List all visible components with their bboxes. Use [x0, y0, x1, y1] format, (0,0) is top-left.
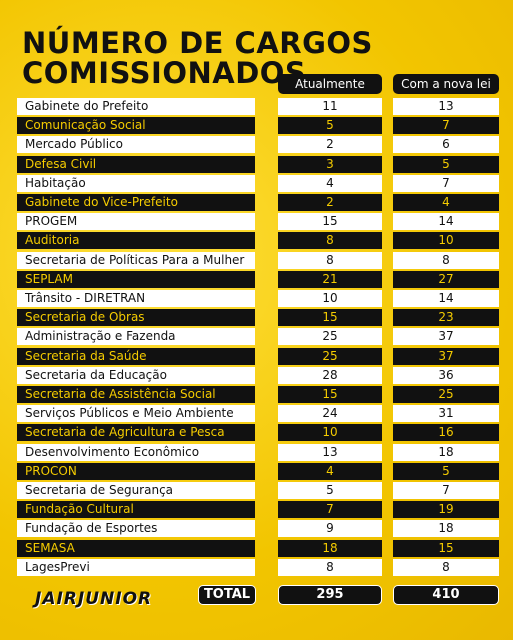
value-cell: 25 — [278, 347, 382, 365]
value-cell: 28 — [278, 366, 382, 384]
value-cell: 25 — [393, 386, 499, 403]
name-cell: PROCON — [17, 462, 255, 480]
name-cell: SEPLAM — [17, 270, 255, 288]
value-cell: 31 — [393, 405, 499, 423]
value-cell: 15 — [278, 386, 382, 403]
value-cell: 36 — [393, 366, 499, 384]
value-cell: 16 — [393, 424, 499, 442]
name-cell: Fundação de Esportes — [17, 520, 255, 538]
value-cell: 6 — [393, 136, 499, 154]
total-value: 410 — [393, 585, 499, 605]
total-label: TOTAL — [198, 585, 256, 605]
name-cell: PROGEM — [17, 213, 255, 231]
value-cell: 15 — [393, 539, 499, 557]
name-cell: Gabinete do Prefeito — [17, 98, 255, 115]
name-cell: Mercado Público — [17, 136, 255, 154]
value-cell: 4 — [278, 462, 382, 480]
logo: JAIRJUNIOR — [35, 589, 153, 609]
value-cell: 14 — [393, 290, 499, 307]
name-cell: Secretaria de Políticas Para a Mulher — [17, 251, 255, 269]
value-cell: 3 — [278, 155, 382, 173]
name-cell: Secretaria de Assistência Social — [17, 386, 255, 403]
value-cell: 13 — [393, 98, 499, 115]
value-cell: 18 — [393, 443, 499, 461]
value-cell: 8 — [278, 558, 382, 576]
name-cell: LagesPrevi — [17, 558, 255, 576]
name-cell: Trânsito - DIRETRAN — [17, 290, 255, 307]
name-cell: Comunicação Social — [17, 117, 255, 135]
value-cell: 27 — [393, 270, 499, 288]
value-cell: 15 — [278, 213, 382, 231]
value-cell: 5 — [393, 155, 499, 173]
value-cell: 18 — [278, 539, 382, 557]
value-cell: 2 — [278, 136, 382, 154]
value-cell: 5 — [278, 117, 382, 135]
value-cell: 7 — [393, 117, 499, 135]
name-cell: Secretaria de Agricultura e Pesca — [17, 424, 255, 442]
value-cell: 8 — [278, 232, 382, 250]
value-cell: 15 — [278, 309, 382, 327]
value-cell: 14 — [393, 213, 499, 231]
value-cell: 37 — [393, 347, 499, 365]
name-cell: Administração e Fazenda — [17, 328, 255, 346]
name-cell: Auditoria — [17, 232, 255, 250]
total-value: 295 — [278, 585, 382, 605]
value-cell: 13 — [278, 443, 382, 461]
name-cell: Desenvolvimento Econômico — [17, 443, 255, 461]
value-cell: 9 — [278, 520, 382, 538]
title-line: COMISSIONADOS — [22, 56, 307, 90]
title-line: NÚMERO DE CARGOS — [22, 26, 373, 60]
value-cell: 2 — [278, 194, 382, 211]
value-cell: 24 — [278, 405, 382, 423]
value-cell: 5 — [393, 462, 499, 480]
name-cell: Habitação — [17, 174, 255, 192]
value-cell: 21 — [278, 270, 382, 288]
value-cell: 8 — [393, 558, 499, 576]
value-cell: 11 — [278, 98, 382, 115]
value-cell: 8 — [393, 251, 499, 269]
value-cell: 5 — [278, 482, 382, 499]
name-cell: Secretaria da Saúde — [17, 347, 255, 365]
column-header: Com a nova lei — [393, 74, 499, 94]
value-cell: 8 — [278, 251, 382, 269]
name-cell: Secretaria de Segurança — [17, 482, 255, 499]
value-cell: 10 — [393, 232, 499, 250]
value-cell: 4 — [278, 174, 382, 192]
value-cell: 7 — [393, 174, 499, 192]
name-cell: SEMASA — [17, 539, 255, 557]
name-cell: Gabinete do Vice-Prefeito — [17, 194, 255, 211]
name-cell: Fundação Cultural — [17, 501, 255, 519]
value-cell: 25 — [278, 328, 382, 346]
value-cell: 7 — [278, 501, 382, 519]
column-header: Atualmente — [278, 74, 382, 94]
value-cell: 4 — [393, 194, 499, 211]
value-cell: 7 — [393, 482, 499, 499]
value-cell: 10 — [278, 290, 382, 307]
name-cell: Secretaria da Educação — [17, 366, 255, 384]
value-cell: 18 — [393, 520, 499, 538]
value-cell: 37 — [393, 328, 499, 346]
name-cell: Serviços Públicos e Meio Ambiente — [17, 405, 255, 423]
value-cell: 10 — [278, 424, 382, 442]
value-cell: 19 — [393, 501, 499, 519]
value-cell: 23 — [393, 309, 499, 327]
name-cell: Defesa Civil — [17, 155, 255, 173]
name-cell: Secretaria de Obras — [17, 309, 255, 327]
